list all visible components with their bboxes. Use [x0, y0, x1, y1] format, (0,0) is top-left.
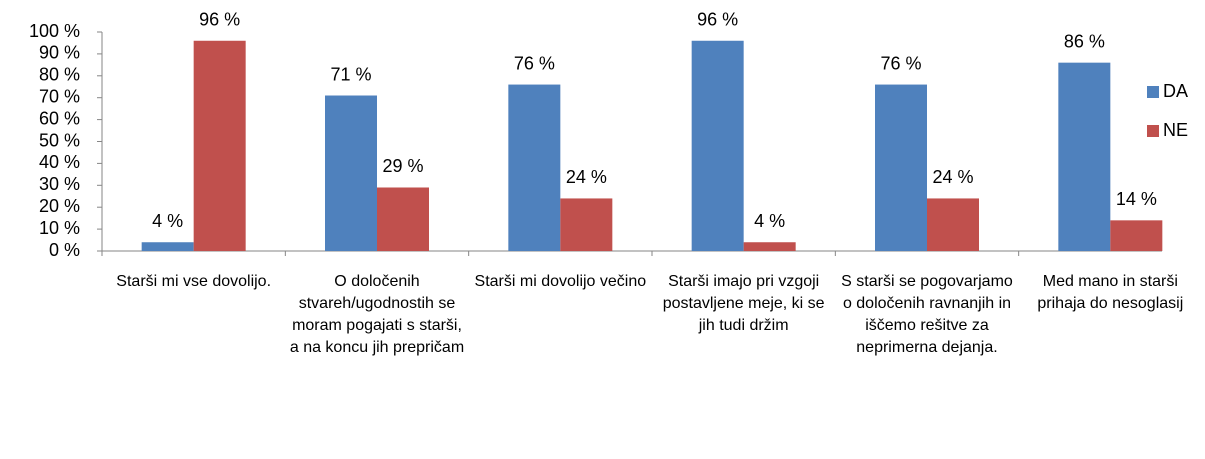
data-label: 24 %: [566, 167, 607, 187]
bar: [743, 242, 796, 251]
bar: [193, 40, 246, 252]
bar: [691, 40, 744, 252]
y-tick-label: 50 %: [39, 130, 80, 150]
data-label: 76 %: [880, 53, 921, 73]
legend-swatch: [1147, 86, 1159, 98]
data-label: 76 %: [514, 53, 555, 73]
y-tick-label: 90 %: [39, 43, 80, 63]
x-tick-label: Med mano in starši prihaja do nesoglasij: [1037, 273, 1184, 312]
y-tick-label: 80 %: [39, 65, 80, 85]
y-tick-label: 40 %: [39, 152, 80, 172]
data-label: 96 %: [697, 10, 738, 30]
legend-label: DA: [1163, 81, 1188, 101]
x-tick-label: Starši mi vse dovolijo.: [116, 273, 272, 290]
y-tick-label: 10 %: [39, 218, 80, 238]
x-tick-label: S starši se pogovarjamo o določenih ravn…: [841, 273, 1013, 356]
y-tick-label: 60 %: [39, 108, 80, 128]
y-tick-label: 70 %: [39, 86, 80, 106]
data-label: 4 %: [754, 211, 785, 231]
bar: [325, 95, 377, 251]
data-label: 71 %: [330, 64, 371, 84]
y-tick-label: 0 %: [49, 240, 80, 260]
y-tick-label: 20 %: [39, 196, 80, 216]
x-tick-label: Starši imajo pri vzgoji postavljene meje…: [662, 273, 825, 334]
bar: [927, 198, 979, 251]
data-label: 86 %: [1064, 31, 1105, 51]
data-label: 4 %: [152, 211, 183, 231]
x-tick-label: O določenih stvareh/ugodnostih se moram …: [289, 273, 465, 356]
bar: [377, 187, 429, 251]
bar: [141, 242, 194, 251]
legend-label: NE: [1163, 120, 1188, 140]
x-tick-label: Starši mi dovolijo večino: [474, 273, 647, 290]
y-tick-label: 100 %: [29, 21, 80, 41]
legend-swatch: [1147, 125, 1159, 137]
bar: [560, 198, 613, 251]
data-label: 24 %: [932, 167, 973, 187]
bar: [1110, 220, 1163, 251]
y-tick-label: 30 %: [39, 174, 80, 194]
data-label: 29 %: [382, 156, 423, 176]
data-label: 96 %: [199, 10, 240, 30]
bar: [875, 84, 927, 251]
data-label: 14 %: [1116, 189, 1157, 209]
bar: [1058, 62, 1111, 251]
bar: [508, 84, 561, 251]
